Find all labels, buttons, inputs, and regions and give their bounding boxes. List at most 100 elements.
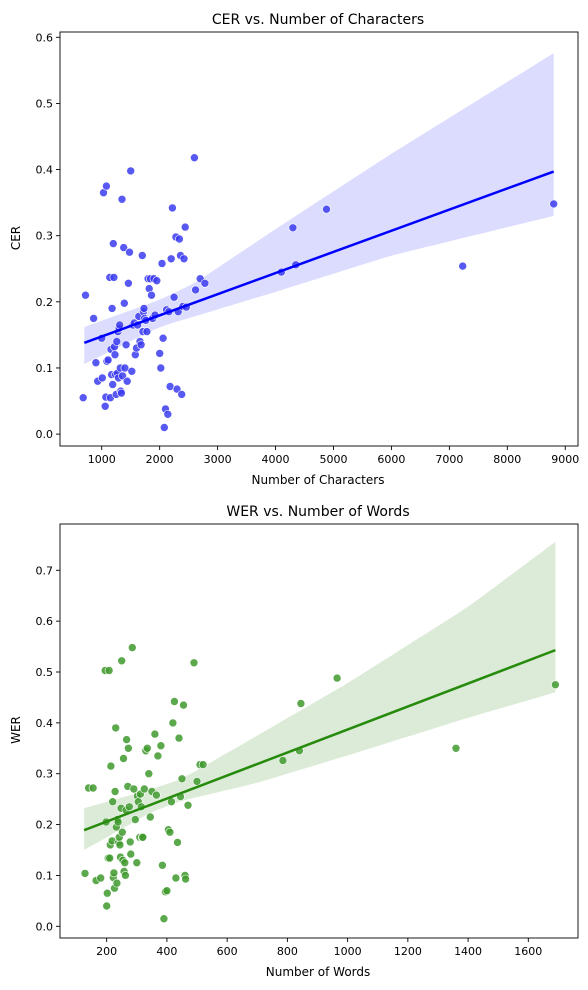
cer-data-point xyxy=(102,181,111,191)
wer-chart-title: WER vs. Number of Words xyxy=(226,504,409,520)
wer-plot-frame xyxy=(59,523,579,939)
wer-data-point xyxy=(278,756,288,765)
wer-data-point xyxy=(129,784,139,794)
wer-data-point xyxy=(96,873,105,883)
cer-data-point xyxy=(78,393,88,403)
wer-confidence-band xyxy=(84,541,556,850)
cer-data-point xyxy=(110,350,120,360)
wer-x-tick-label: 400 xyxy=(156,945,177,958)
cer-x-tick-label: 2000 xyxy=(146,453,174,466)
cer-data-point xyxy=(124,278,133,288)
wer-data-point xyxy=(118,827,127,837)
wer-data-point xyxy=(162,886,172,896)
cer-band-area xyxy=(84,53,554,364)
wer-data-point xyxy=(132,858,142,868)
wer-data-point xyxy=(192,777,202,786)
wer-data-point xyxy=(140,784,149,794)
cer-data-point xyxy=(288,223,298,233)
cer-x-axis-label: Number of Characters xyxy=(252,473,385,487)
cer-y-tick-label: 0.2 xyxy=(36,296,54,309)
wer-data-point xyxy=(80,869,90,878)
wer-data-point xyxy=(109,868,119,878)
wer-x-tick-label: 200 xyxy=(96,945,117,958)
wer-x-axis-label: Number of Words xyxy=(266,965,371,979)
wer-data-point xyxy=(108,797,117,807)
cer-data-point xyxy=(81,290,90,300)
cer-data-point xyxy=(458,261,468,271)
wer-data-point xyxy=(296,699,306,708)
wer-band-area xyxy=(84,541,556,850)
wer-data-point xyxy=(181,874,190,884)
wer-data-point xyxy=(125,802,134,812)
cer-data-point xyxy=(152,276,162,286)
wer-y-tick-label: 0.6 xyxy=(36,615,54,628)
wer-data-point xyxy=(152,790,161,800)
wer-data-point xyxy=(110,787,120,796)
cer-data-point xyxy=(108,380,117,389)
cer-data-point xyxy=(100,401,110,411)
wer-data-point xyxy=(131,815,140,824)
cer-data-point xyxy=(122,376,132,386)
wer-data-point xyxy=(153,751,163,761)
cer-data-point xyxy=(89,314,98,323)
wer-data-point xyxy=(105,853,114,863)
cer-data-point xyxy=(180,222,190,232)
cer-data-point xyxy=(125,247,134,257)
cer-data-point xyxy=(120,298,129,308)
cer-data-point xyxy=(177,390,186,399)
wer-y-tick-label: 0.2 xyxy=(36,819,54,832)
cer-x-tick-label: 6000 xyxy=(377,453,405,466)
cer-data-point xyxy=(160,423,169,432)
wer-data-point xyxy=(173,838,182,847)
wer-x-tick-label: 600 xyxy=(217,945,238,958)
wer-data-point xyxy=(120,858,130,868)
wer-data-point xyxy=(156,741,166,751)
wer-data-point xyxy=(332,673,342,683)
wer-data-point xyxy=(102,901,111,911)
cer-regression-line xyxy=(83,170,555,345)
wer-axes: 200 400 600 800 1000 1200 1400 1600 0.0 0.1 0.2 0.3… xyxy=(36,523,579,958)
cer-data-point xyxy=(147,290,156,300)
wer-data-point xyxy=(138,832,148,842)
cer-data-point xyxy=(109,273,119,282)
cer-data-point xyxy=(166,254,176,264)
wer-data-point xyxy=(198,760,208,769)
cer-data-point xyxy=(121,340,131,350)
wer-data-point xyxy=(159,914,169,924)
cer-data-point xyxy=(142,327,152,336)
cer-plot-frame xyxy=(59,31,579,447)
cer-data-point xyxy=(109,239,118,248)
cer-data-point xyxy=(156,363,166,373)
wer-data-point xyxy=(115,840,125,850)
wer-data-point xyxy=(168,718,178,728)
wer-data-point xyxy=(165,827,175,837)
cer-x-tick-label: 8000 xyxy=(493,453,521,466)
cer-data-point xyxy=(107,304,117,313)
wer-y-tick-label: 0.3 xyxy=(36,768,54,781)
wer-x-tick-label: 1200 xyxy=(394,945,422,958)
wer-y-tick-label: 0.4 xyxy=(36,717,54,730)
cer-data-point xyxy=(103,355,113,365)
wer-data-point xyxy=(119,754,128,763)
cer-data-point xyxy=(158,333,168,343)
wer-data-point xyxy=(183,800,193,810)
wer-x-tick-label: 1000 xyxy=(334,945,362,958)
wer-data-point xyxy=(158,860,167,870)
cer-x-tick-label: 4000 xyxy=(262,453,290,466)
cer-data-point xyxy=(117,195,127,204)
cer-data-point xyxy=(91,358,101,368)
cer-y-tick-label: 0.3 xyxy=(36,230,54,243)
wer-chart: WER vs. Number of Words 200 400 600 800 1000… xyxy=(9,504,579,979)
wer-x-tick-label: 1400 xyxy=(454,945,482,958)
wer-y-axis-label: WER xyxy=(9,716,23,744)
cer-confidence-band xyxy=(84,53,554,364)
wer-y-tick-label: 0.5 xyxy=(36,666,54,679)
wer-data-point xyxy=(125,837,135,847)
cer-axes: 1000 2000 3000 4000 5000 6000 7000 8000 9000 0.0 0… xyxy=(36,31,580,466)
cer-data-point xyxy=(157,259,167,268)
cer-data-point xyxy=(163,409,173,419)
wer-data-point xyxy=(88,783,98,793)
cer-data-point xyxy=(119,243,128,252)
cer-y-tick-label: 0.4 xyxy=(36,164,54,177)
cer-data-point xyxy=(136,340,146,350)
